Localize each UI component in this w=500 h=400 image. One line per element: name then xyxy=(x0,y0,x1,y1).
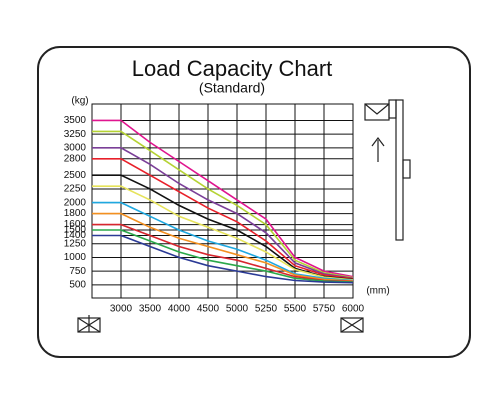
series-line xyxy=(92,212,354,282)
series-line xyxy=(92,201,354,282)
y-tick-label: 2000 xyxy=(64,197,87,208)
y-tick-label: 500 xyxy=(69,279,86,290)
x-tick-label: 5500 xyxy=(284,304,307,315)
forklift-icon xyxy=(364,99,411,241)
x-tick-label: 5250 xyxy=(255,304,278,315)
series-line xyxy=(92,174,354,281)
chart-subtitle: (Standard) xyxy=(199,80,265,96)
y-tick-label: 1500 xyxy=(64,225,87,236)
y-tick-label: 1000 xyxy=(64,252,87,263)
series-line xyxy=(92,234,354,284)
series-line xyxy=(92,147,354,280)
y-tick-label: 3250 xyxy=(64,129,87,140)
chart-frame xyxy=(37,46,471,358)
x-axis-label: (mm) xyxy=(366,286,389,297)
y-tick-label: 1400 xyxy=(64,230,87,241)
x-tick-label: 6000 xyxy=(342,304,365,315)
x-tick-label: 4000 xyxy=(168,304,191,315)
x-tick-label: 5000 xyxy=(226,304,249,315)
series-line xyxy=(92,223,354,283)
y-tick-label: 3000 xyxy=(64,142,87,153)
box-icon-right xyxy=(340,317,364,333)
x-tick-label: 3500 xyxy=(139,304,162,315)
series-line xyxy=(92,158,354,280)
x-tick-label: 4500 xyxy=(197,304,220,315)
y-tick-label: 1250 xyxy=(64,238,87,249)
x-tick-label: 3000 xyxy=(110,304,133,315)
box-icon-left xyxy=(77,315,101,333)
series-line xyxy=(92,119,354,278)
series-line xyxy=(92,185,354,281)
y-tick-label: 2250 xyxy=(64,184,87,195)
plot-border xyxy=(91,103,354,299)
y-tick-label: 1800 xyxy=(64,208,87,219)
x-tick-label: 5750 xyxy=(313,304,336,315)
y-tick-label: 3500 xyxy=(64,115,87,126)
series-line xyxy=(92,229,354,283)
y-axis-label: (kg) xyxy=(71,96,88,107)
y-tick-label: 2500 xyxy=(64,170,87,181)
y-tick-label: 750 xyxy=(69,266,86,277)
chart-title: Load Capacity Chart xyxy=(132,56,333,81)
y-tick-label: 1600 xyxy=(64,219,87,230)
series-line xyxy=(92,130,354,279)
y-tick-label: 2800 xyxy=(64,153,87,164)
